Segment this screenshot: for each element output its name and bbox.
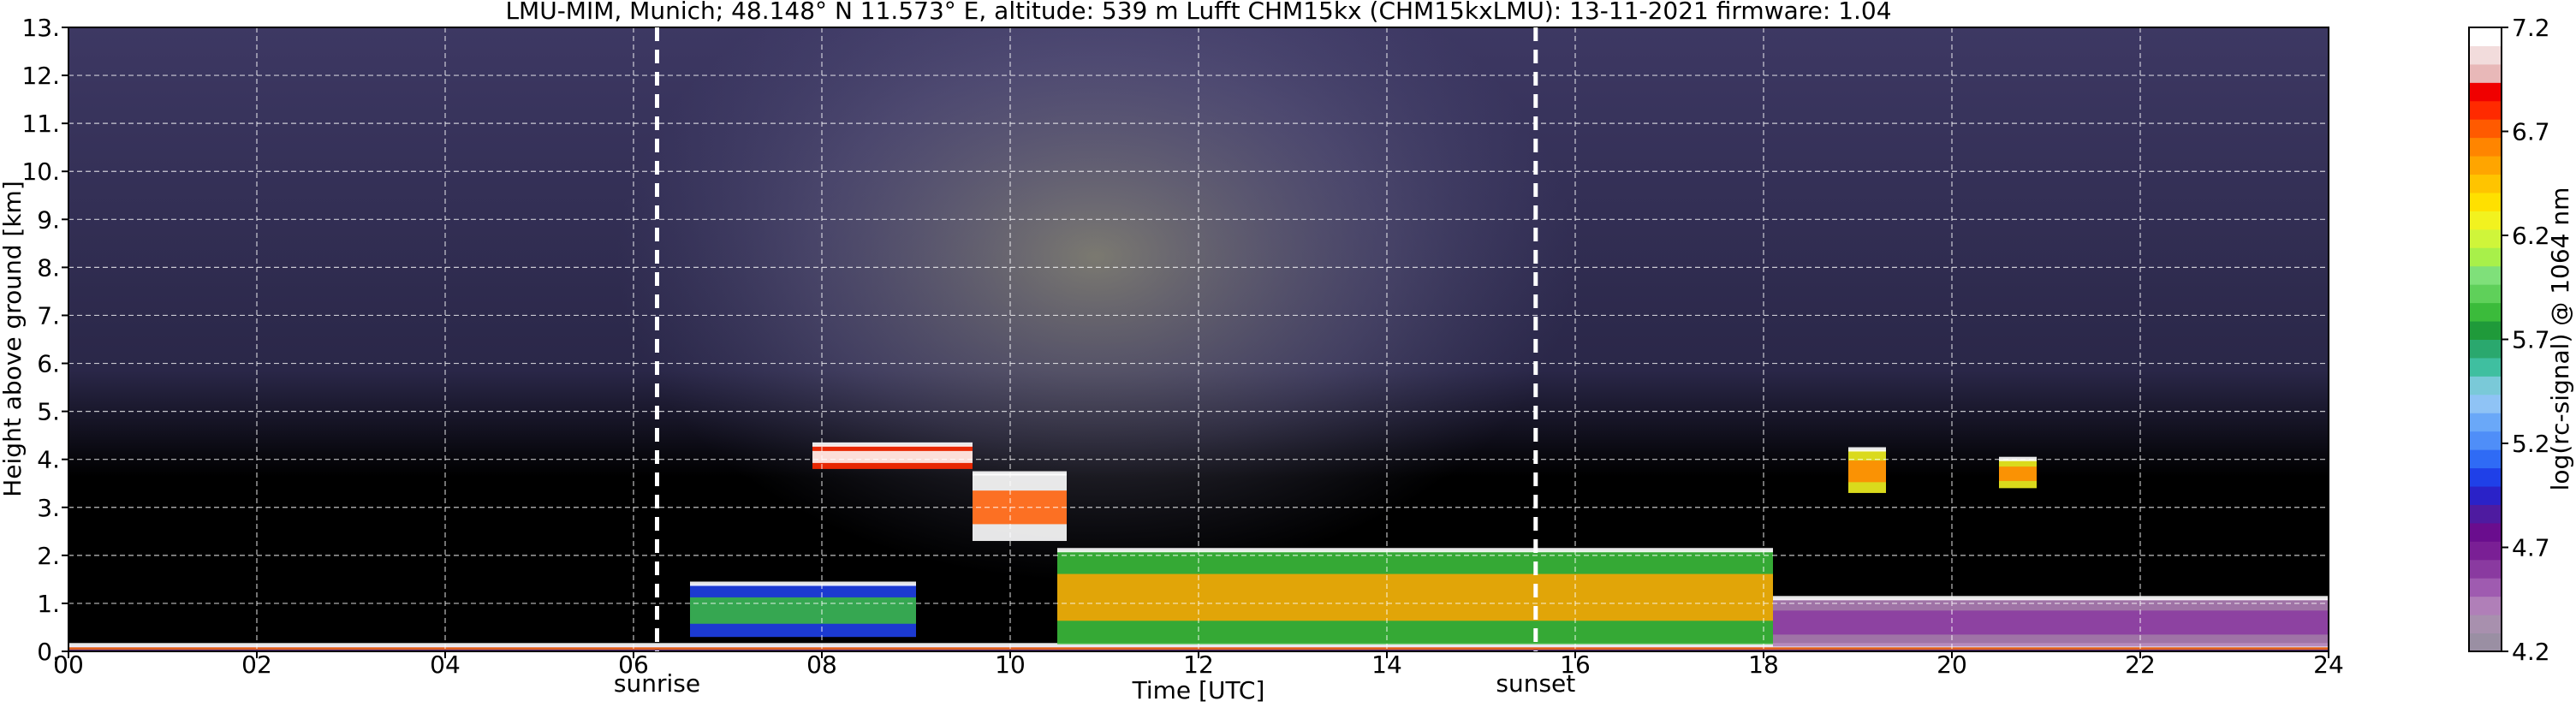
colorbar-segment <box>2469 192 2502 211</box>
colorbar-segment <box>2469 559 2502 579</box>
x-tick-label: 24 <box>2313 651 2344 679</box>
colorbar-tick-label: 4.2 <box>2512 638 2550 666</box>
feature-elevated-layer <box>812 442 973 469</box>
y-tick-label: 8. <box>37 253 60 282</box>
x-axis-label: Time [UTC] <box>1132 676 1265 704</box>
y-tick-label: 9. <box>37 205 60 234</box>
y-tick-label: 4. <box>37 446 60 474</box>
colorbar-segment <box>2469 596 2502 615</box>
colorbar-segment <box>2469 45 2502 65</box>
feature-descending-layer <box>973 471 1067 542</box>
y-tick-label: 1. <box>37 590 60 618</box>
colorbar-segment <box>2469 339 2502 359</box>
x-tick-label: 00 <box>53 651 84 679</box>
x-tick-label: 06 <box>618 651 649 679</box>
y-tick-label: 2. <box>37 542 60 570</box>
x-tick-label: 18 <box>1748 651 1779 679</box>
colorbar-segment <box>2469 504 2502 524</box>
x-tick-label: 16 <box>1560 651 1591 679</box>
colorbar-tick-label: 5.7 <box>2512 326 2550 354</box>
colorbar-segment <box>2469 156 2502 175</box>
y-tick-label: 10. <box>21 157 60 186</box>
colorbar-segment <box>2469 615 2502 634</box>
x-tick-label: 08 <box>806 651 837 679</box>
x-tick-label: 12 <box>1183 651 1214 679</box>
x-tick-label: 04 <box>430 651 461 679</box>
colorbar-segment <box>2469 321 2502 340</box>
y-tick-label: 6. <box>37 350 60 378</box>
colorbar-segment <box>2469 27 2502 46</box>
colorbar-segment <box>2469 174 2502 193</box>
plot-area <box>68 27 2329 651</box>
colorbar-segment <box>2469 449 2502 469</box>
colorbar-segment <box>2469 211 2502 230</box>
colorbar-segment <box>2469 413 2502 432</box>
colorbar-segment <box>2469 486 2502 505</box>
feature-cloud-layer <box>1999 456 2037 489</box>
grid <box>68 27 2329 651</box>
y-tick-label: 11. <box>21 110 60 138</box>
colorbar-tick-label: 6.2 <box>2512 222 2550 250</box>
colorbar-segment <box>2469 265 2502 285</box>
colorbar-segment <box>2469 376 2502 395</box>
colorbar-segment <box>2469 100 2502 120</box>
colorbar-tick-label: 7.2 <box>2512 14 2550 42</box>
colorbar-segment <box>2469 394 2502 413</box>
x-tick-label: 22 <box>2125 651 2156 679</box>
colorbar-segment <box>2469 578 2502 597</box>
colorbar <box>2469 27 2502 652</box>
feature-cloud-layer <box>1848 447 1886 493</box>
colorbar-segment <box>2469 229 2502 248</box>
colorbar-segment <box>2469 82 2502 102</box>
colorbar-segment <box>2469 247 2502 267</box>
chart-title: LMU-MIM, Munich; 48.148° N 11.573° E, al… <box>505 0 1891 25</box>
colorbar-label: log(rc-signal) @ 1064 nm <box>2546 187 2574 491</box>
colorbar-segment <box>2469 633 2502 652</box>
feature-evening-layer <box>1773 596 2329 647</box>
y-tick-label: 7. <box>37 301 60 330</box>
feature-boundary-layer <box>1057 548 1773 645</box>
y-axis: 0. 1. 2. 3. 4. 5. 6. 7. 8. 9. 10. 11. 12. 13. <box>21 14 68 666</box>
colorbar-segment <box>2469 431 2502 450</box>
colorbar-segment <box>2469 357 2502 377</box>
y-tick-label: 12. <box>21 62 60 90</box>
y-tick-label: 5. <box>37 398 60 426</box>
x-tick-label: 02 <box>241 651 272 679</box>
sunrise-label: sunrise <box>614 669 700 698</box>
y-axis-label: Height above ground [km] <box>0 181 27 497</box>
colorbar-ticks: 4.2 4.7 5.2 5.7 6.2 6.7 7.2 <box>2502 14 2550 666</box>
colorbar-tick-label: 5.2 <box>2512 430 2550 458</box>
colorbar-segment <box>2469 119 2502 139</box>
x-tick-label: 14 <box>1371 651 1402 679</box>
colorbar-tick-label: 4.7 <box>2512 534 2550 562</box>
sunset-label: sunset <box>1496 669 1575 698</box>
colorbar-segment <box>2469 284 2502 304</box>
x-axis: 00 02 04 06 08 10 12 14 16 18 20 22 24 <box>53 651 2344 679</box>
colorbar-segment <box>2469 137 2502 157</box>
colorbar-segment <box>2469 522 2502 542</box>
colorbar-segment <box>2469 302 2502 322</box>
y-tick-label: 3. <box>37 494 60 522</box>
colorbar-segment <box>2469 467 2502 487</box>
colorbar-segment <box>2469 541 2502 561</box>
colorbar-segment <box>2469 63 2502 83</box>
y-tick-label: 13. <box>21 14 60 42</box>
feature-morning-aerosol-layer <box>690 581 916 638</box>
colorbar-tick-label: 6.7 <box>2512 118 2550 146</box>
x-tick-label: 20 <box>1936 651 1967 679</box>
y-tick-label: 0. <box>37 638 60 666</box>
x-tick-label: 10 <box>995 651 1026 679</box>
